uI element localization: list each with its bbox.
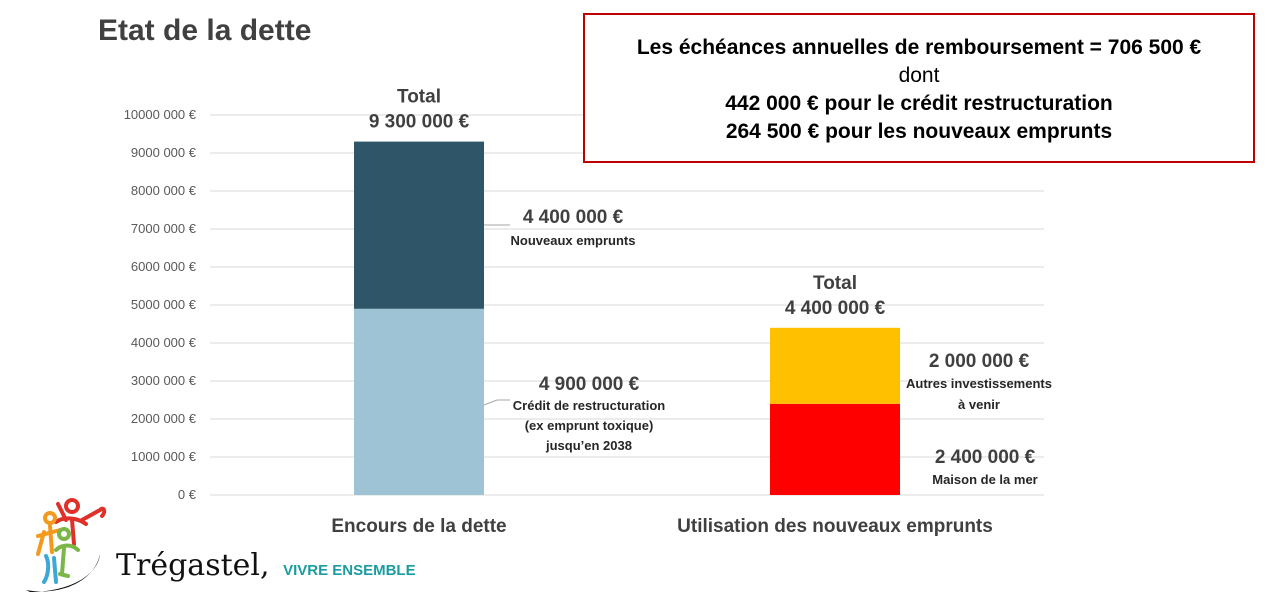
info-line-dont: dont [898,64,940,87]
bar-segment [354,308,484,495]
y-tick-label: 5000 000 € [131,297,197,312]
bar-segment [354,141,484,309]
leader-line [483,399,510,406]
y-tick-label: 10000 000 € [124,107,197,122]
total-value-label: 4 400 000 € [785,298,886,319]
segment-value-label: 2 400 000 € [935,447,1036,468]
logo-text: Trégastel, VIVRE ENSEMBLE [116,548,416,583]
y-tick-label: 0 € [178,487,197,502]
logo-name: Trégastel, [116,548,270,583]
logo-tagline: VIVRE ENSEMBLE [283,562,416,579]
total-label: Total [397,87,441,108]
y-tick-label: 7000 000 € [131,221,197,236]
segment-value-label: 4 900 000 € [539,374,640,395]
info-line-annual-repayment: Les échéances annuelles de remboursement… [636,36,1202,59]
bar-segment [770,327,900,404]
segment-desc-label: jusqu’en 2038 [545,438,632,453]
y-tick-label: 2000 000 € [131,411,197,426]
y-tick-label: 9000 000 € [131,145,197,160]
family-figures-icon [26,498,107,592]
segment-desc-label: Maison de la mer [932,472,1037,487]
info-line-credit-restructuration: 442 000 € pour le crédit restructuration [725,92,1113,115]
page-title: Etat de la dette [98,14,312,47]
segment-value-label: 4 400 000 € [523,207,624,228]
info-line-nouveaux-emprunts: 264 500 € pour les nouveaux emprunts [725,120,1113,143]
segment-desc-label: Autres investissements [906,376,1052,391]
y-tick-label: 8000 000 € [131,183,197,198]
y-tick-label: 4000 000 € [131,335,197,350]
y-tick-label: 1000 000 € [131,449,197,464]
bar-segment [770,403,900,495]
y-tick-label: 6000 000 € [131,259,197,274]
y-tick-label: 3000 000 € [131,373,197,388]
tregastel-logo: Trégastel, VIVRE ENSEMBLE [16,492,416,602]
segment-value-label: 2 000 000 € [929,351,1030,372]
x-category-label: Utilisation des nouveaux emprunts [677,516,993,537]
repayment-info-box: Les échéances annuelles de remboursement… [583,13,1255,163]
total-value-label: 9 300 000 € [369,112,470,133]
total-label: Total [813,273,857,294]
x-category-label: Encours de la dette [331,516,506,537]
segment-desc-label: (ex emprunt toxique) [525,418,654,433]
segment-desc-label: Crédit de restructuration [513,398,665,413]
segment-desc-label: à venir [958,397,1000,412]
segment-desc-label: Nouveaux emprunts [511,233,636,248]
